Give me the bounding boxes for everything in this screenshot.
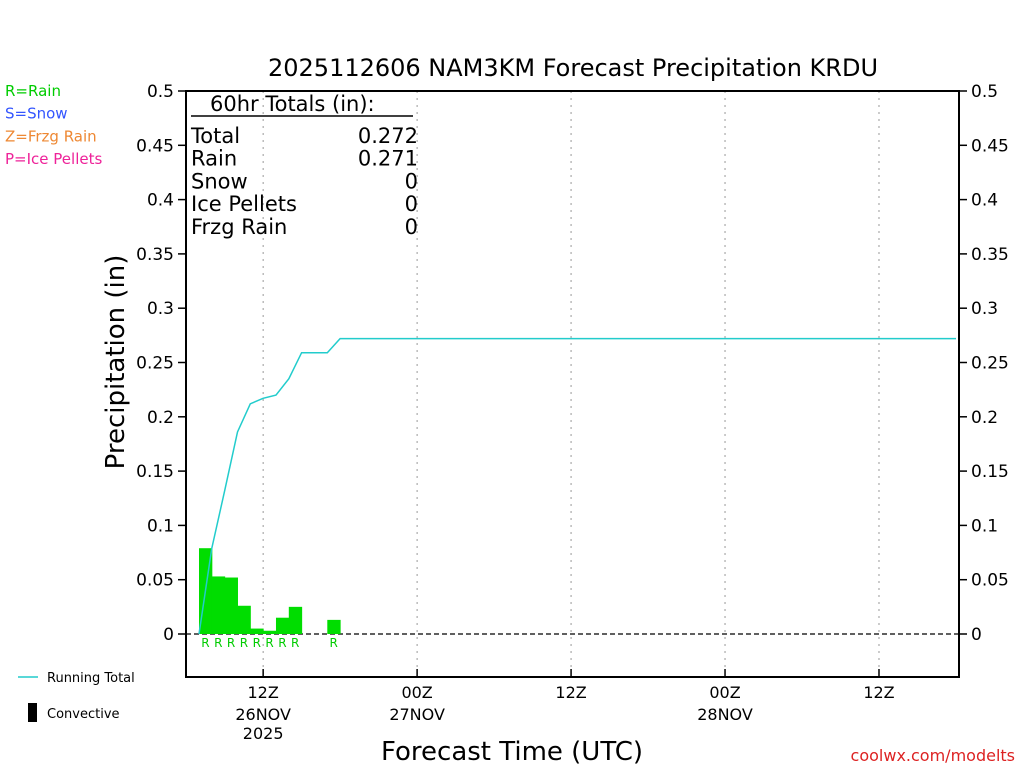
y-tick-label-right: 0.5 <box>971 82 998 102</box>
ptype-label: R <box>240 636 248 650</box>
ptype-label: R <box>265 636 273 650</box>
totals-row-value: 0 <box>405 192 418 216</box>
x-tick-date: 26NOV <box>235 705 291 724</box>
y-tick-label-right: 0.3 <box>971 299 998 319</box>
precip-bar <box>263 630 277 634</box>
y-tick-label-left: 0.4 <box>147 191 174 211</box>
y-tick-label-left: 0 <box>163 625 174 645</box>
totals-row-value: 0 <box>405 169 418 193</box>
running-total-legend-label: Running Total <box>47 671 135 686</box>
totals-row-label: Total <box>190 124 240 148</box>
convective-legend-swatch <box>28 703 37 722</box>
ptype-label: R <box>253 636 261 650</box>
y-tick-label-right: 0.05 <box>971 571 1009 591</box>
ptype-label: R <box>214 636 222 650</box>
totals-row-value: 0.271 <box>358 147 418 171</box>
plot-frame <box>185 90 960 678</box>
y-tick-label-right: 0.25 <box>971 354 1009 374</box>
running-total-line <box>198 337 956 635</box>
x-tick-date: 27NOV <box>389 705 445 724</box>
credit-text: coolwx.com/modelts <box>851 746 1015 765</box>
precip-bar <box>211 576 226 634</box>
precip-bar <box>275 617 290 634</box>
y-tick-label-right: 0 <box>971 625 982 645</box>
ptype-label: R <box>330 636 338 650</box>
totals-row-label: Ice Pellets <box>191 192 297 216</box>
label-layer: 2025112606 NAM3KM Forecast Precipitation… <box>5 54 1015 767</box>
y-tick-label-right: 0.35 <box>971 245 1009 265</box>
axis-layer: 0 00.05 0.050.1 0.10.15 0.150.2 0.20.25 0.250.… <box>136 82 1009 743</box>
ptype-label: R <box>291 636 299 650</box>
x-tick-date: 28NOV <box>697 705 753 724</box>
ptype-label: R <box>278 636 286 650</box>
y-tick-label-right: 0.1 <box>971 516 998 536</box>
y-tick-label-right: 0.4 <box>971 191 998 211</box>
convective-legend-label: Convective <box>47 707 120 722</box>
y-tick-label-left: 0.05 <box>136 571 174 591</box>
y-tick-label-left: 0.5 <box>147 82 174 102</box>
ptype-legend-item: R=Rain <box>5 82 61 100</box>
totals-row-label: Rain <box>191 147 237 171</box>
precip-bar <box>250 628 264 634</box>
x-axis-title: Forecast Time (UTC) <box>381 737 643 767</box>
ptype-legend-item: P=Ice Pellets <box>5 150 102 168</box>
totals-row-value: 0 <box>405 215 418 239</box>
grid-layer <box>186 91 959 677</box>
y-tick-label-left: 0.1 <box>147 516 174 536</box>
x-tick-label: 12Z <box>247 683 278 702</box>
y-axis-title: Precipitation (in) <box>101 255 131 470</box>
y-tick-label-left: 0.25 <box>136 354 174 374</box>
precip-bar <box>288 606 303 634</box>
precip-bar <box>327 619 341 634</box>
ptype-legend-item: S=Snow <box>5 105 68 123</box>
totals-header: 60hr Totals (in): <box>210 92 375 116</box>
y-tick-label-right: 0.15 <box>971 462 1009 482</box>
y-tick-label-left: 0.3 <box>147 299 174 319</box>
y-tick-label-right: 0.45 <box>971 136 1009 156</box>
x-tick-label: 12Z <box>555 683 586 702</box>
y-tick-label-left: 0.2 <box>147 408 174 428</box>
precip-bar <box>224 577 238 634</box>
y-tick-label-left: 0.15 <box>136 462 174 482</box>
y-tick-label-right: 0.2 <box>971 408 998 428</box>
x-tick-label: 12Z <box>863 683 894 702</box>
totals-row-value: 0.272 <box>358 124 418 148</box>
chart-title: 2025112606 NAM3KM Forecast Precipitation… <box>268 54 878 82</box>
totals-row-label: Snow <box>191 169 248 193</box>
x-tick-year: 2025 <box>243 724 284 743</box>
totals-row-label: Frzg Rain <box>191 215 287 239</box>
precip-bar <box>237 605 251 634</box>
ptype-label: R <box>201 636 209 650</box>
x-tick-label: 00Z <box>709 683 740 702</box>
y-tick-label-left: 0.45 <box>136 136 174 156</box>
ptype-legend-item: Z=Frzg Rain <box>5 127 97 145</box>
x-tick-label: 00Z <box>401 683 432 702</box>
running-total-layer <box>198 337 956 635</box>
y-tick-label-left: 0.35 <box>136 245 174 265</box>
ptype-label: R <box>227 636 235 650</box>
